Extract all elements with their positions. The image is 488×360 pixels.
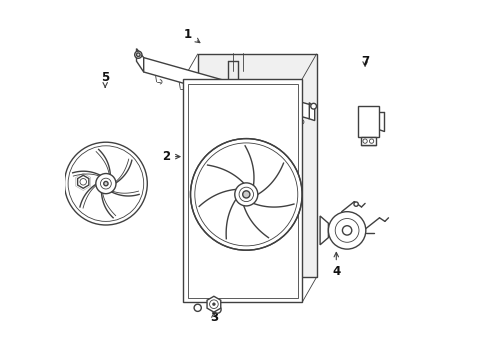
- Circle shape: [80, 179, 86, 185]
- Polygon shape: [183, 79, 302, 302]
- Circle shape: [213, 306, 221, 313]
- Text: 3: 3: [209, 311, 218, 324]
- Circle shape: [190, 139, 302, 250]
- Circle shape: [101, 178, 111, 189]
- Circle shape: [368, 139, 373, 143]
- Polygon shape: [143, 58, 309, 119]
- Text: 5: 5: [101, 71, 109, 87]
- Circle shape: [136, 53, 140, 57]
- Circle shape: [342, 226, 351, 235]
- Circle shape: [134, 51, 142, 58]
- Circle shape: [212, 303, 215, 306]
- Circle shape: [239, 187, 253, 202]
- Text: 6: 6: [65, 175, 76, 188]
- Polygon shape: [360, 137, 375, 145]
- Circle shape: [242, 191, 249, 198]
- Text: 1: 1: [184, 28, 200, 42]
- Text: 2: 2: [162, 150, 180, 163]
- Circle shape: [234, 183, 257, 206]
- Circle shape: [328, 212, 365, 249]
- Circle shape: [194, 304, 201, 311]
- Polygon shape: [309, 103, 314, 121]
- Text: 7: 7: [360, 55, 368, 68]
- Circle shape: [103, 181, 108, 186]
- Circle shape: [209, 300, 218, 309]
- Polygon shape: [136, 49, 143, 72]
- Bar: [357, 106, 378, 137]
- Polygon shape: [320, 216, 328, 245]
- Circle shape: [64, 142, 147, 225]
- Circle shape: [353, 202, 358, 206]
- Circle shape: [96, 174, 116, 194]
- Polygon shape: [197, 54, 316, 277]
- Polygon shape: [78, 175, 89, 188]
- Circle shape: [212, 305, 219, 312]
- Text: 4: 4: [331, 252, 340, 278]
- Circle shape: [335, 219, 358, 242]
- Polygon shape: [206, 296, 220, 312]
- Circle shape: [310, 103, 316, 109]
- Circle shape: [362, 139, 366, 143]
